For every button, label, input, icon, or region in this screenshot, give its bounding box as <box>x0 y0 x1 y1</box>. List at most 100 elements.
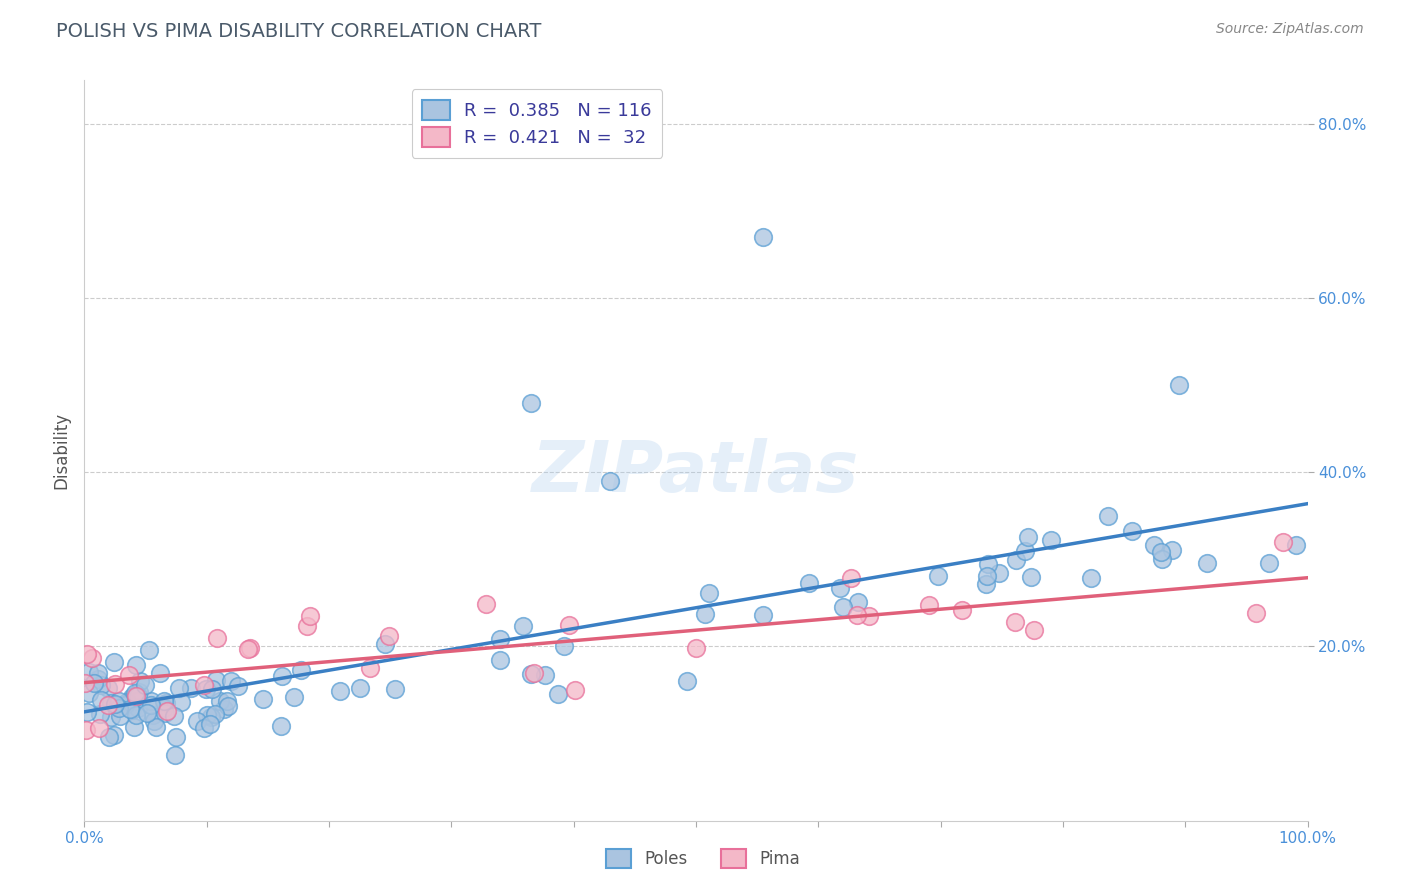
Point <box>204 707 226 722</box>
Point <box>127 693 149 707</box>
Point <box>120 702 142 716</box>
Point <box>139 698 162 712</box>
Point <box>103 655 125 669</box>
Point <box>512 618 534 632</box>
Point <box>219 673 242 688</box>
Point <box>299 609 322 624</box>
Point <box>153 706 176 720</box>
Point <box>533 667 555 681</box>
Point <box>283 690 305 704</box>
Point <box>97 698 120 712</box>
Point <box>142 708 165 723</box>
Point <box>114 698 136 713</box>
Point <box>217 699 239 714</box>
Point <box>1097 508 1119 523</box>
Point <box>200 709 222 723</box>
Point <box>519 667 541 681</box>
Point <box>987 566 1010 580</box>
Point <box>553 640 575 654</box>
Legend: Poles, Pima: Poles, Pima <box>599 843 807 875</box>
Text: ZIPatlas: ZIPatlas <box>533 438 859 508</box>
Point <box>699 585 721 599</box>
Point <box>846 607 869 622</box>
Point <box>108 694 131 708</box>
Point <box>839 571 862 585</box>
Point <box>97 681 120 695</box>
Point <box>374 637 396 651</box>
Point <box>100 696 122 710</box>
Point <box>193 721 215 735</box>
Point <box>193 678 215 692</box>
Point <box>128 685 150 699</box>
Point <box>976 569 998 583</box>
Point <box>1272 535 1295 549</box>
Point <box>1195 556 1218 570</box>
Point <box>75 723 97 738</box>
Point <box>149 665 172 680</box>
Point <box>127 701 149 715</box>
Point <box>141 694 163 708</box>
Point <box>599 474 621 488</box>
Point <box>489 632 512 646</box>
Point <box>76 647 98 661</box>
Point <box>270 669 292 683</box>
Point <box>90 692 112 706</box>
Point <box>156 704 179 718</box>
Point <box>832 600 855 615</box>
Text: Source: ZipAtlas.com: Source: ZipAtlas.com <box>1216 22 1364 37</box>
Point <box>1019 569 1042 583</box>
Point <box>359 661 381 675</box>
Point <box>100 709 122 723</box>
Point <box>76 706 98 720</box>
Point <box>977 558 1000 572</box>
Text: POLISH VS PIMA DISABILITY CORRELATION CHART: POLISH VS PIMA DISABILITY CORRELATION CH… <box>56 22 541 41</box>
Point <box>1168 378 1191 392</box>
Point <box>186 714 208 728</box>
Point <box>1121 524 1143 538</box>
Point <box>252 691 274 706</box>
Point <box>1004 615 1026 629</box>
Point <box>87 666 110 681</box>
Point <box>693 607 716 622</box>
Legend: R =  0.385   N = 116, R =  0.421   N =  32: R = 0.385 N = 116, R = 0.421 N = 32 <box>412 89 662 158</box>
Point <box>142 714 165 728</box>
Point <box>124 688 146 702</box>
Point <box>134 677 156 691</box>
Point <box>384 682 406 697</box>
Point <box>138 643 160 657</box>
Point <box>950 603 973 617</box>
Point <box>1014 544 1036 558</box>
Point <box>127 689 149 703</box>
Point <box>124 685 146 699</box>
Point <box>205 673 228 688</box>
Y-axis label: Disability: Disability <box>52 412 70 489</box>
Point <box>378 629 401 643</box>
Point <box>1004 552 1026 566</box>
Point <box>125 658 148 673</box>
Point <box>217 694 239 708</box>
Point <box>97 730 120 744</box>
Point <box>520 395 543 409</box>
Point <box>121 690 143 704</box>
Point <box>927 569 949 583</box>
Point <box>1017 530 1039 544</box>
Point <box>117 694 139 708</box>
Point <box>122 721 145 735</box>
Point <box>145 720 167 734</box>
Point <box>83 675 105 690</box>
Point <box>108 700 131 714</box>
Point <box>290 663 312 677</box>
Point <box>200 716 222 731</box>
Point <box>1024 623 1046 637</box>
Point <box>82 651 104 665</box>
Point <box>1039 533 1062 547</box>
Point <box>1143 538 1166 552</box>
Point <box>797 576 820 591</box>
Point <box>558 618 581 632</box>
Point <box>129 674 152 689</box>
Point <box>752 230 775 244</box>
Point <box>1258 556 1281 570</box>
Point <box>676 674 699 689</box>
Point <box>195 708 218 723</box>
Point <box>205 632 228 646</box>
